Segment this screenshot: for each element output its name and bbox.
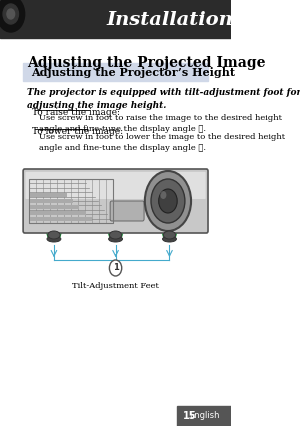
Circle shape (159, 189, 177, 213)
Circle shape (0, 0, 25, 32)
Text: 15: 15 (183, 411, 197, 421)
Text: Tilt-Adjustment Feet: Tilt-Adjustment Feet (72, 282, 159, 290)
FancyBboxPatch shape (26, 172, 206, 199)
Text: Adjusting the Projected Image: Adjusting the Projected Image (27, 56, 266, 70)
Text: To raise the image:: To raise the image: (32, 108, 120, 117)
Ellipse shape (110, 231, 122, 239)
Text: To lower the image:: To lower the image: (32, 127, 124, 136)
Bar (28, 179, 113, 223)
FancyBboxPatch shape (23, 169, 208, 233)
Bar (23, 63, 208, 81)
Circle shape (160, 191, 167, 199)
Bar (30, 205, 80, 209)
FancyBboxPatch shape (110, 201, 144, 221)
Text: 1: 1 (112, 264, 118, 273)
Text: Adjusting the Projector’s Height: Adjusting the Projector’s Height (31, 66, 235, 78)
Ellipse shape (109, 236, 122, 242)
Circle shape (145, 171, 191, 231)
Text: Use screw in foot to lower the image to the desired height
angle and fine-tune t: Use screw in foot to lower the image to … (38, 133, 285, 152)
Ellipse shape (48, 231, 60, 239)
Circle shape (7, 9, 15, 19)
Bar (30, 211, 86, 215)
Text: The projector is equipped with tilt-adjustment foot for
adjusting the image heig: The projector is equipped with tilt-adju… (27, 88, 300, 109)
Bar (177, 406, 231, 426)
Ellipse shape (47, 236, 61, 242)
Ellipse shape (163, 231, 176, 239)
Circle shape (3, 4, 19, 24)
Text: Use screw in foot to raise the image to the desired height
angle and fine-tune t: Use screw in foot to raise the image to … (38, 114, 281, 133)
Bar (30, 217, 92, 221)
Bar (0, 0, 231, 38)
Circle shape (151, 179, 185, 223)
Ellipse shape (163, 236, 176, 242)
Text: Installation: Installation (106, 11, 233, 29)
Bar (30, 199, 73, 203)
Bar (30, 193, 67, 197)
Circle shape (110, 260, 122, 276)
Text: English: English (189, 412, 219, 420)
